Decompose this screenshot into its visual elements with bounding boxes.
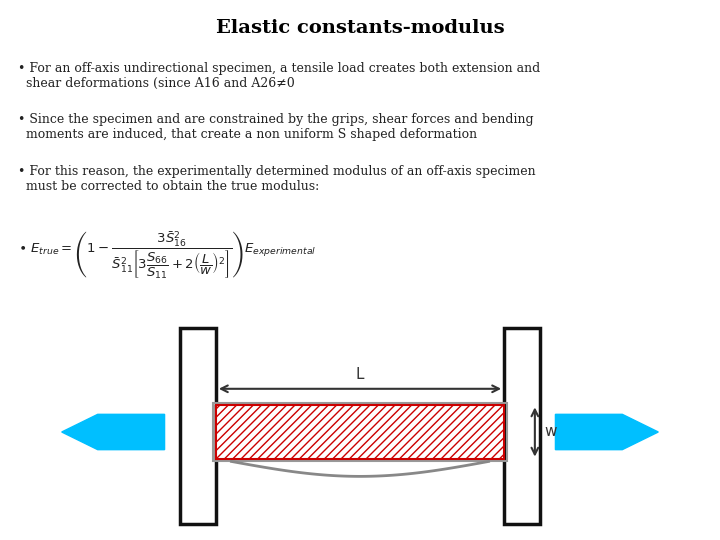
Bar: [216, 407, 267, 457]
Bar: [213, 402, 507, 462]
Bar: [216, 404, 504, 460]
Text: $\bullet\ E_{true} = \left(1 - \dfrac{3\bar{S}^2_{16}}{\bar{S}^2_{11}\left[3\dfr: $\bullet\ E_{true} = \left(1 - \dfrac{3\…: [18, 230, 316, 281]
Text: • For this reason, the experimentally determined modulus of an off-axis specimen: • For this reason, the experimentally de…: [18, 165, 536, 193]
Bar: [180, 328, 216, 524]
Text: • For an off-axis undirectional specimen, a tensile load creates both extension : • For an off-axis undirectional specimen…: [18, 62, 540, 90]
Bar: [453, 407, 504, 457]
Text: w: w: [544, 424, 557, 440]
FancyArrow shape: [555, 414, 658, 450]
Text: L: L: [356, 367, 364, 382]
FancyArrow shape: [62, 414, 165, 450]
Text: Elastic constants-modulus: Elastic constants-modulus: [216, 19, 504, 37]
Bar: [504, 328, 540, 524]
Text: • Since the specimen and are constrained by the grips, shear forces and bending
: • Since the specimen and are constrained…: [18, 113, 534, 141]
